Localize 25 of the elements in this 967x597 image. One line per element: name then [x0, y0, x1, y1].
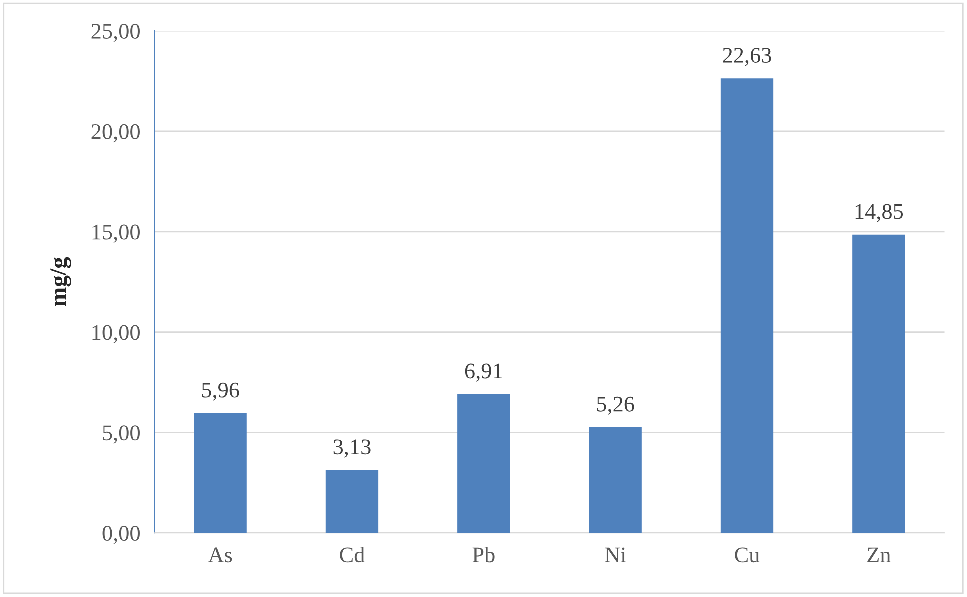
y-tick-label: 15,00: [92, 224, 140, 243]
bar: [720, 78, 774, 534]
y-axis-title: mg/g: [50, 257, 72, 306]
data-label: 5,26: [597, 396, 634, 416]
x-tick-label: Pb: [472, 547, 495, 563]
data-label: 14,85: [856, 204, 904, 222]
x-tick-label: Cu: [735, 548, 760, 563]
y-tick-label: 25,00: [92, 24, 140, 42]
y-tick-label: 20,00: [92, 124, 140, 143]
data-label: 22,63: [723, 48, 772, 66]
data-label: 5,96: [202, 382, 240, 401]
y-tick-label: 10,00: [92, 325, 140, 344]
y-tick-label: 5,00: [103, 426, 140, 444]
bar: [852, 234, 906, 534]
bar: [589, 427, 642, 534]
x-tick-label: As: [208, 548, 232, 563]
x-tick-label: Zn: [868, 548, 891, 562]
bar: [194, 413, 247, 534]
y-tick-label: 0,00: [102, 526, 140, 544]
bar: [326, 470, 379, 534]
x-tick-label: Ni: [605, 548, 626, 562]
bar: [458, 394, 510, 534]
data-label: 3,13: [334, 440, 371, 458]
x-tick-label: Cd: [340, 547, 365, 563]
data-label: 6,91: [465, 364, 502, 382]
